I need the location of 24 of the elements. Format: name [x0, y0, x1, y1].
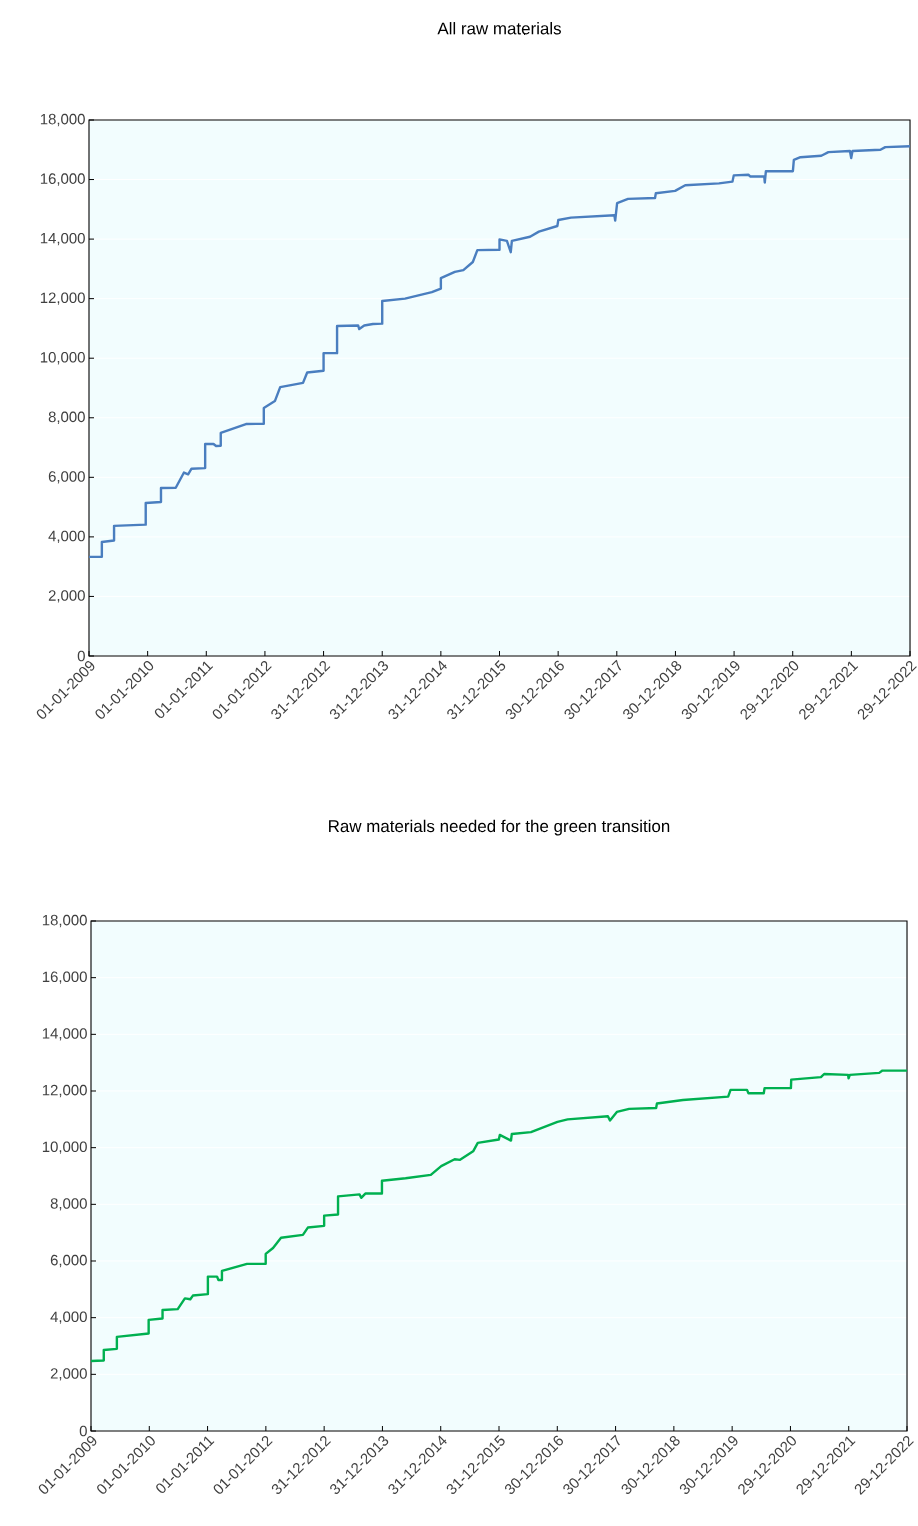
- y-tick-label: 18,000: [40, 113, 85, 127]
- line-series: [89, 144, 911, 559]
- y-tick-label: 14,000: [42, 1028, 87, 1041]
- y-tick-label: 12,000: [40, 292, 85, 305]
- y-tick-label: 16,000: [40, 173, 85, 186]
- y-tick-label: 4,000: [48, 530, 85, 544]
- y-tick-label: 14,000: [40, 232, 85, 246]
- chart-title: All raw materials: [437, 22, 561, 35]
- y-tick-label: 6,000: [48, 471, 85, 484]
- y-tick-label: 8,000: [48, 411, 85, 424]
- y-tick-label: 8,000: [50, 1198, 87, 1211]
- y-tick-label: 6,000: [50, 1254, 87, 1268]
- y-tick-label: 2,000: [50, 1368, 87, 1381]
- y-tick-label: 2,000: [48, 590, 85, 603]
- y-tick-label: 18,000: [42, 914, 87, 928]
- y-tick-label: 0: [79, 1425, 87, 1437]
- y-tick-label: 10,000: [42, 1141, 87, 1154]
- y-tick-label: 12,000: [42, 1084, 87, 1098]
- y-tick-label: 0: [77, 650, 85, 662]
- y-tick-label: 16,000: [42, 971, 87, 984]
- y-tick-label: 10,000: [40, 352, 85, 365]
- y-tick-label: 4,000: [50, 1311, 87, 1324]
- chart-title: Raw materials needed for the green transition: [329, 819, 670, 836]
- line-series: [91, 1069, 908, 1363]
